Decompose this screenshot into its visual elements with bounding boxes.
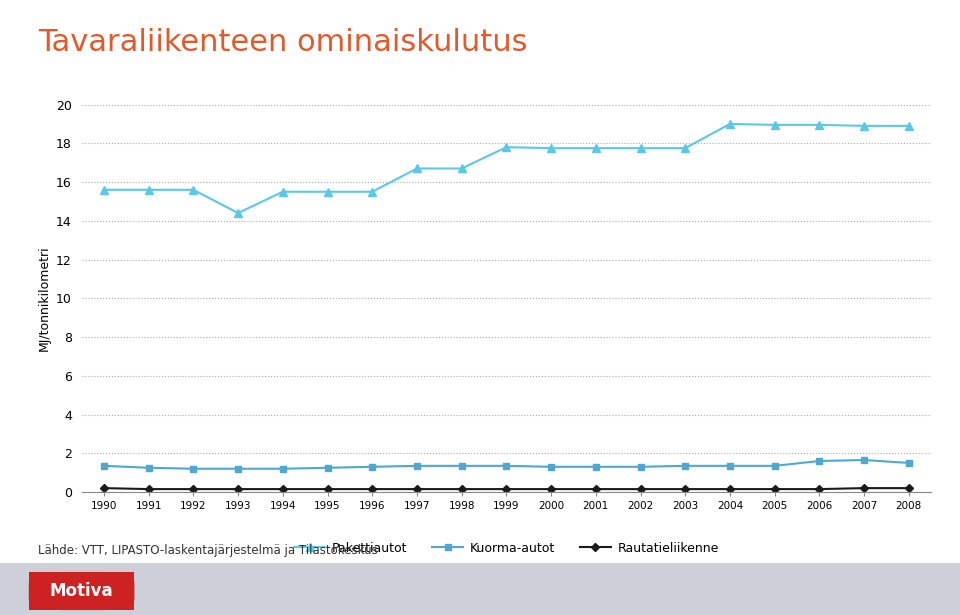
Rautatieliikenne — [680, 485, 691, 493]
Rautatieliikenne — [277, 485, 289, 493]
Rautatieliikenne — [367, 485, 378, 493]
Kuorma-autot — [98, 462, 109, 469]
Pakettiautot — [635, 145, 646, 152]
Pakettiautot — [858, 122, 870, 130]
Pakettiautot — [590, 145, 602, 152]
Pakettiautot — [769, 121, 780, 129]
Rautatieliikenne — [903, 485, 915, 492]
Rautatieliikenne — [590, 485, 602, 493]
Text: Motiva: Motiva — [50, 582, 113, 600]
Kuorma-autot — [277, 465, 289, 472]
Rautatieliikenne — [232, 485, 244, 493]
Rautatieliikenne — [769, 485, 780, 493]
Pakettiautot — [98, 186, 109, 194]
Kuorma-autot — [769, 462, 780, 469]
Pakettiautot — [367, 188, 378, 196]
Kuorma-autot — [590, 463, 602, 470]
Kuorma-autot — [545, 463, 557, 470]
Kuorma-autot — [680, 462, 691, 469]
Pakettiautot — [501, 143, 513, 151]
Legend: Pakettiautot, Kuorma-autot, Rautatieliikenne: Pakettiautot, Kuorma-autot, Rautatieliik… — [289, 537, 724, 560]
FancyBboxPatch shape — [29, 572, 134, 610]
Kuorma-autot — [187, 465, 199, 472]
Pakettiautot — [143, 186, 155, 194]
Pakettiautot — [187, 186, 199, 194]
Text: Tavaraliikenteen ominaiskulutus: Tavaraliikenteen ominaiskulutus — [38, 28, 528, 57]
Kuorma-autot — [322, 464, 333, 472]
Kuorma-autot — [456, 462, 468, 469]
Kuorma-autot — [143, 464, 155, 472]
Rautatieliikenne — [814, 485, 826, 493]
Text: Lähde: VTT, LIPASTO-laskentajärjestelmä ja Tilastokeskus: Lähde: VTT, LIPASTO-laskentajärjestelmä … — [38, 544, 378, 557]
Line: Pakettiautot: Pakettiautot — [100, 120, 913, 217]
Kuorma-autot — [814, 458, 826, 465]
Rautatieliikenne — [858, 485, 870, 492]
Pakettiautot — [411, 165, 422, 172]
Pakettiautot — [545, 145, 557, 152]
Rautatieliikenne — [411, 485, 422, 493]
Rautatieliikenne — [143, 485, 155, 493]
Rautatieliikenne — [98, 485, 109, 492]
Rautatieliikenne — [501, 485, 513, 493]
Pakettiautot — [903, 122, 915, 130]
Kuorma-autot — [724, 462, 735, 469]
Kuorma-autot — [501, 462, 513, 469]
Pakettiautot — [724, 120, 735, 127]
Kuorma-autot — [411, 462, 422, 469]
Pakettiautot — [232, 209, 244, 216]
Kuorma-autot — [903, 459, 915, 467]
Kuorma-autot — [858, 456, 870, 464]
Pakettiautot — [322, 188, 333, 196]
Pakettiautot — [680, 145, 691, 152]
Rautatieliikenne — [187, 485, 199, 493]
Line: Kuorma-autot: Kuorma-autot — [101, 456, 912, 472]
Pakettiautot — [277, 188, 289, 196]
Y-axis label: MJ/tonnikilometri: MJ/tonnikilometri — [37, 245, 51, 351]
Pakettiautot — [456, 165, 468, 172]
Rautatieliikenne — [545, 485, 557, 493]
Rautatieliikenne — [322, 485, 333, 493]
Rautatieliikenne — [456, 485, 468, 493]
Rautatieliikenne — [635, 485, 646, 493]
Kuorma-autot — [635, 463, 646, 470]
Rautatieliikenne — [724, 485, 735, 493]
Line: Rautatieliikenne: Rautatieliikenne — [101, 485, 912, 492]
Pakettiautot — [814, 121, 826, 129]
Kuorma-autot — [232, 465, 244, 472]
Kuorma-autot — [367, 463, 378, 470]
